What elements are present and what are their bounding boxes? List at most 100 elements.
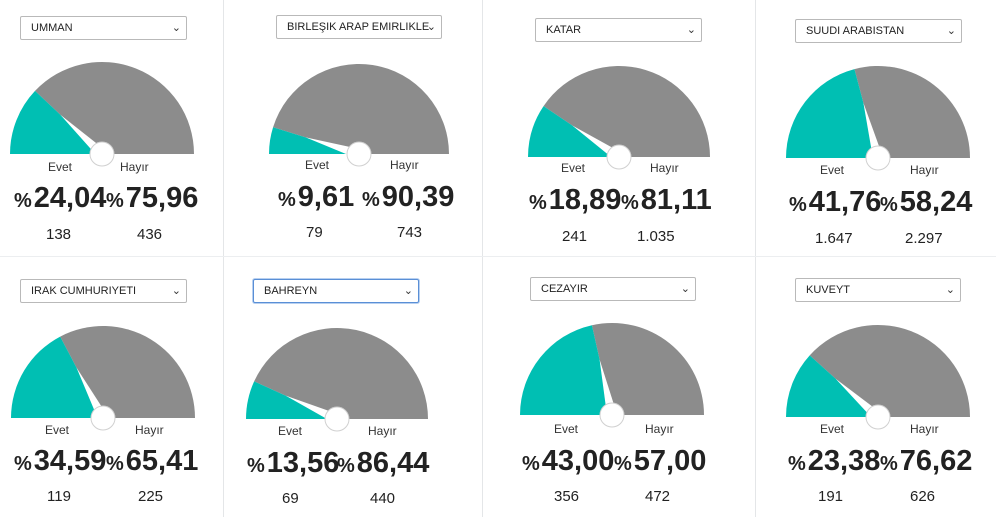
evet-percent: %41,76 <box>789 186 881 219</box>
evet-percent: %13,56 <box>247 447 339 480</box>
percent-symbol: % <box>362 189 380 211</box>
evet-percent: %23,38 <box>788 445 880 478</box>
country-select-irak-cumhuriyeti[interactable]: IRAK CUMHURIYETI ⌄ <box>20 279 187 303</box>
panel-divider <box>482 0 483 517</box>
percent-value: 13,56 <box>266 447 340 479</box>
hayir-label: Hayır <box>910 422 939 436</box>
country-select-bahreyn[interactable]: BAHREYN ⌄ <box>253 279 419 303</box>
country-select-value: SUUDI ARABISTAN <box>806 25 905 37</box>
evet-label: Evet <box>820 422 845 436</box>
gauge-chart-katar <box>528 66 710 170</box>
chevron-down-icon: ⌄ <box>945 284 955 296</box>
gauge-chart-suudi-arabistan <box>786 66 970 171</box>
evet-count: 79 <box>306 224 323 241</box>
hayir-percent: %58,24 <box>880 186 972 219</box>
percent-symbol: % <box>788 453 806 475</box>
gauge-chart-bahreyn <box>246 328 428 432</box>
hayir-count: 440 <box>370 490 396 507</box>
evet-label: Evet <box>820 163 845 177</box>
gauge-chart-kuveyt <box>786 325 970 430</box>
percent-symbol: % <box>14 453 32 475</box>
percent-symbol: % <box>247 455 265 477</box>
percent-value: 90,39 <box>381 181 455 213</box>
row-divider <box>0 256 996 257</box>
evet-count: 356 <box>554 488 580 505</box>
percent-value: 86,44 <box>356 447 430 479</box>
percent-symbol: % <box>614 453 632 475</box>
gauge-segment-evet <box>786 355 878 417</box>
evet-count: 69 <box>282 490 299 507</box>
evet-percent: %34,59 <box>14 445 106 478</box>
hayir-percent: %86,44 <box>337 447 429 480</box>
percent-value: 75,96 <box>125 182 199 214</box>
hayir-count: 1.035 <box>637 228 675 245</box>
evet-label: Evet <box>48 160 73 174</box>
hayir-label: Hayır <box>645 422 674 436</box>
country-select-suudi-arabistan[interactable]: SUUDI ARABISTAN ⌄ <box>795 19 962 43</box>
hayir-percent: %65,41 <box>106 445 198 478</box>
percent-symbol: % <box>789 194 807 216</box>
panel-divider <box>223 0 224 517</box>
percent-symbol: % <box>106 190 124 212</box>
hayir-count: 743 <box>397 224 423 241</box>
gauge-segment-hayir <box>543 66 710 157</box>
gauge-needle-hub <box>606 144 632 170</box>
evet-count: 241 <box>562 228 588 245</box>
country-select-value: CEZAYIR <box>541 283 588 295</box>
percent-value: 76,62 <box>899 445 973 477</box>
percent-value: 18,89 <box>548 184 622 216</box>
evet-count: 1.647 <box>815 230 853 247</box>
hayir-percent: %76,62 <box>880 445 972 478</box>
gauge-chart-umman <box>10 62 194 167</box>
percent-symbol: % <box>522 453 540 475</box>
percent-value: 81,11 <box>640 184 712 216</box>
country-select-value: BIRLEŞIK ARAP EMIRLIKLE <box>287 21 430 33</box>
gauge-needle-hub <box>90 405 116 431</box>
gauge-segment-evet <box>520 325 612 415</box>
percent-value: 57,00 <box>633 445 707 477</box>
hayir-count: 2.297 <box>905 230 943 247</box>
evet-count: 138 <box>46 226 72 243</box>
hayir-count: 225 <box>138 488 164 505</box>
hayir-label: Hayır <box>650 161 679 175</box>
country-select-cezayir[interactable]: CEZAYIR ⌄ <box>530 277 696 301</box>
country-select-kuveyt[interactable]: KUVEYT ⌄ <box>795 278 961 302</box>
evet-percent: %18,89 <box>529 184 621 217</box>
percent-value: 58,24 <box>899 186 973 218</box>
country-select-value: UMMAN <box>31 22 73 34</box>
percent-symbol: % <box>106 453 124 475</box>
evet-percent: %24,04 <box>14 182 106 215</box>
gauge-needle-hub <box>865 404 891 430</box>
gauge-segment-evet <box>10 90 102 154</box>
country-select-umman[interactable]: UMMAN ⌄ <box>20 16 187 40</box>
hayir-count: 626 <box>910 488 936 505</box>
hayir-percent: %81,11 <box>621 184 712 217</box>
country-select-value: KATAR <box>546 24 582 36</box>
evet-label: Evet <box>554 422 579 436</box>
percent-value: 24,04 <box>33 182 107 214</box>
gauge-needle-hub <box>89 141 115 167</box>
gauge-needle-hub <box>599 402 625 428</box>
percent-symbol: % <box>337 455 355 477</box>
evet-label: Evet <box>45 423 70 437</box>
chevron-down-icon: ⌄ <box>686 24 696 36</box>
gauge-segment-evet <box>11 336 103 418</box>
gauge-segment-hayir <box>254 328 428 419</box>
hayir-label: Hayır <box>390 158 419 172</box>
evet-label: Evet <box>561 161 586 175</box>
country-select-katar[interactable]: KATAR ⌄ <box>535 18 702 42</box>
percent-symbol: % <box>621 192 639 214</box>
evet-label: Evet <box>305 158 330 172</box>
percent-value: 65,41 <box>125 445 199 477</box>
chevron-down-icon: ⌄ <box>171 285 181 297</box>
gauge-segment-hayir <box>35 62 194 154</box>
chevron-down-icon: ⌄ <box>426 21 436 33</box>
gauge-segment-evet <box>786 69 878 158</box>
evet-percent: %43,00 <box>522 445 614 478</box>
gauge-segment-hayir <box>854 66 970 158</box>
percent-symbol: % <box>880 453 898 475</box>
hayir-percent: %90,39 <box>362 181 454 214</box>
percent-value: 43,00 <box>541 445 615 477</box>
country-select-birle-ik-arap-emirlikle[interactable]: BIRLEŞIK ARAP EMIRLIKLE ⌄ <box>276 15 442 39</box>
gauge-chart-irak-cumhuriyeti <box>11 326 196 431</box>
